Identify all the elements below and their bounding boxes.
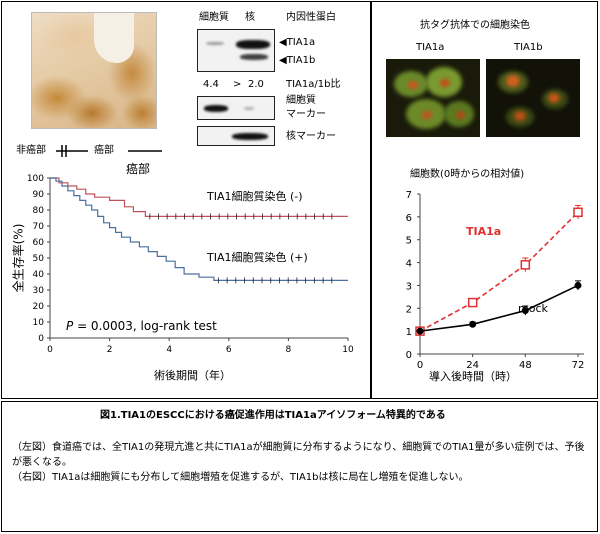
col-cytoplasm: 細胞質	[199, 12, 229, 23]
region-bracket	[56, 145, 162, 157]
growth-point-mock	[469, 320, 477, 328]
band-tia1b: ◀TIA1b	[279, 55, 316, 66]
km-chart: 0 10 20 30 40 50 60 70 80 90 100 0 2 4 6 8 10	[27, 174, 354, 355]
caption-para1: （左図）食道癌では、全TIA1の発現亢進と共にTIA1aが細胞質に分布するように…	[12, 442, 585, 468]
band-tia1a: ◀TIA1a	[279, 37, 316, 48]
growth-xlabel: 導入後時間（時）	[429, 370, 517, 383]
growth-label-mock: mock	[518, 302, 548, 315]
p-text: = 0.0003, log-rank test	[73, 319, 217, 333]
km-y-tick-label: 50	[33, 254, 45, 264]
km-x-tick-label: 6	[226, 345, 232, 355]
staining-label-a: TIA1a	[416, 42, 445, 53]
growth-point-tia1a	[520, 260, 531, 270]
ratio-right: 2.0	[248, 79, 264, 90]
km-series-positive	[50, 177, 348, 281]
km-title: 癌部	[126, 162, 151, 176]
km-xlabel: 術後期間（年）	[154, 369, 231, 382]
growth-x-tick-label: 72	[572, 360, 585, 370]
growth-point-mock	[521, 307, 529, 315]
cancer-region-label: 癌部	[94, 145, 114, 156]
km-x-tick-label: 4	[166, 345, 172, 355]
km-y-tick-label: 60	[33, 238, 45, 248]
km-ylabel: 全生存率(%)	[11, 223, 26, 293]
p-symbol: P	[66, 319, 74, 333]
km-pvalue: P = 0.0003, log-rank test	[66, 320, 217, 332]
km-y-tick-label: 20	[33, 302, 45, 312]
km-x-tick-label: 0	[47, 345, 53, 355]
blot-nuc-marker	[197, 126, 275, 146]
km-y-tick-label: 100	[27, 174, 44, 184]
km-y-tick-label: 90	[33, 190, 45, 200]
growth-x-tick-label: 24	[466, 360, 479, 370]
cyto-marker-line1: 細胞質	[286, 95, 316, 106]
growth-y-tick-label: 5	[406, 236, 412, 247]
growth-series-mock	[419, 284, 579, 332]
km-y-tick-label: 40	[33, 270, 45, 280]
staining-image-tia1a	[386, 59, 480, 137]
caption-title: 図1.TIA1のESCCにおける癌促進作用はTIA1aアイソフォーム特異的である	[100, 410, 446, 421]
growth-x-tick-label: 0	[417, 360, 423, 370]
km-label-pos: TIA1細胞質染色 (+)	[207, 251, 308, 264]
growth-x-tick-label: 48	[519, 360, 532, 370]
non-cancer-label: 非癌部	[16, 145, 46, 156]
growth-point-tia1a	[573, 207, 583, 218]
growth-y-tick-label: 4	[406, 259, 412, 270]
growth-y-tick-label: 6	[406, 213, 412, 224]
caption-para2: （右図）TIA1aは細胞質にも分布して細胞増殖を促進するが、TIA1bは核に局在…	[12, 472, 469, 483]
growth-point-mock	[416, 327, 424, 335]
growth-title: 細胞数(0時からの相対値)	[410, 169, 525, 180]
staining-label-b: TIA1b	[514, 42, 543, 53]
km-x-tick-label: 10	[342, 345, 354, 355]
km-label-neg: TIA1細胞質染色 (-)	[207, 190, 303, 203]
staining-title: 抗タグ抗体での細胞染色	[420, 20, 530, 31]
growth-point-tia1a	[467, 297, 478, 308]
km-series-negative	[50, 177, 348, 217]
cyto-marker-line2: マーカー	[286, 109, 326, 120]
ratio-label: TIA1a/1b比	[286, 79, 341, 90]
ratio-left: 4.4	[203, 79, 219, 90]
staining-image-tia1b	[486, 59, 580, 137]
growth-y-tick-label: 2	[406, 304, 412, 315]
ratio-gt: >	[233, 79, 242, 90]
growth-y-tick-label: 7	[406, 190, 412, 201]
km-y-tick-label: 30	[33, 286, 45, 296]
growth-label-tia1a: TIA1a	[466, 225, 502, 238]
km-y-tick-label: 70	[33, 222, 45, 232]
growth-y-tick-label: 1	[406, 327, 412, 338]
blot-cyto-marker	[197, 96, 275, 120]
km-x-tick-label: 8	[286, 345, 292, 355]
km-y-tick-label: 0	[38, 334, 44, 344]
growth-chart: 0 1 2 3 4 5 6 7 0 24 48 72	[406, 190, 585, 370]
growth-point-mock	[574, 281, 582, 289]
growth-series-tia1a	[419, 211, 579, 332]
endogenous-label: 内因性蛋白	[286, 12, 336, 23]
growth-y-tick-label: 0	[406, 350, 412, 361]
km-y-tick-label: 80	[33, 206, 45, 216]
growth-y-tick-label: 3	[406, 281, 412, 292]
col-nucleus: 核	[245, 12, 255, 23]
histology-image	[31, 12, 157, 129]
km-x-tick-label: 2	[107, 345, 113, 355]
caption-box	[1, 401, 598, 532]
blot-tia1	[197, 29, 275, 72]
km-y-tick-label: 10	[33, 318, 45, 328]
nuc-marker-label: 核マーカー	[286, 131, 336, 142]
